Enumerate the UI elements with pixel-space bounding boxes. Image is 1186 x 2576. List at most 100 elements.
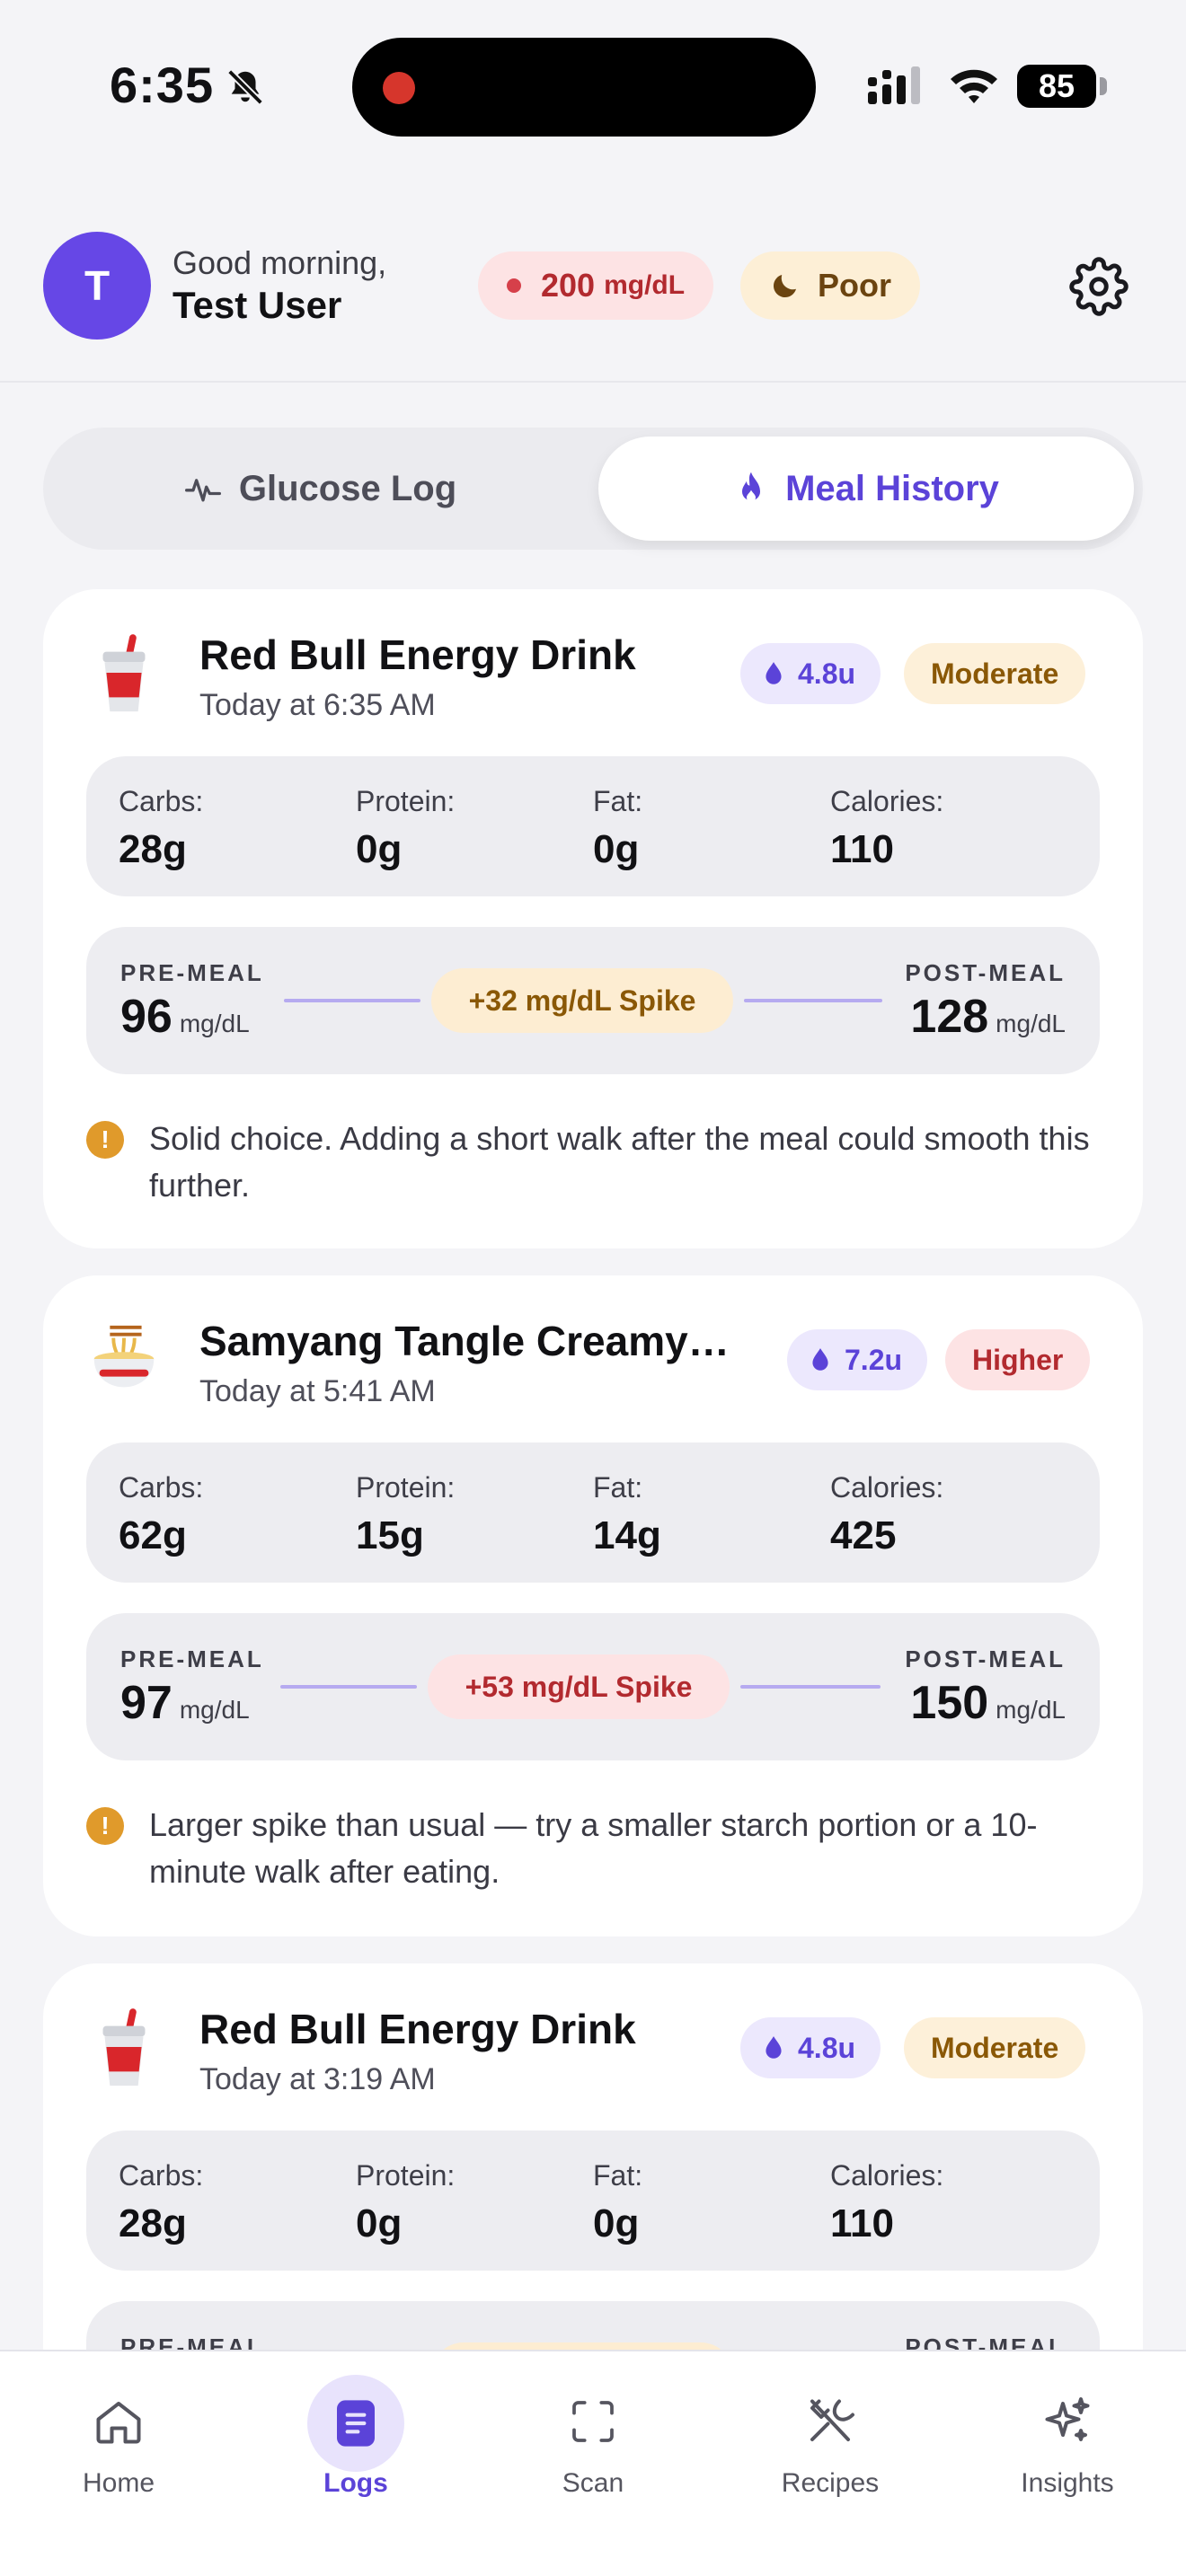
post-meal-reading: 128 mg/dL (910, 990, 1066, 1044)
macro-fat-label: Fat: (593, 785, 643, 817)
macro-calories: Calories: 110 (830, 2159, 943, 2246)
tab-recipes[interactable]: Recipes (712, 2351, 949, 2531)
pre-meal-reading: 97 mg/dL (120, 1676, 250, 1730)
glucose-value: 200 (541, 267, 596, 304)
moon-icon (773, 275, 796, 298)
spike-badge: +53 mg/dL Spike (428, 1654, 730, 1719)
tab-home[interactable]: Home (0, 2351, 237, 2531)
macro-summary: Carbs: 62g Protein: 15g Fat: 14g Calorie… (86, 1442, 1100, 1583)
user-name: Test User (173, 284, 342, 326)
avatar[interactable]: T (43, 232, 151, 340)
status-time: 6:35 (110, 57, 215, 113)
greeting-text: Good morning, (173, 244, 387, 281)
insulin-dose: 7.2u (845, 1343, 903, 1376)
bell-muted-icon (227, 69, 263, 105)
current-glucose-badge[interactable]: 200 mg/dL (478, 251, 714, 320)
spike-badge: +32 mg/dL Spike (431, 968, 733, 1033)
meal-tip-text: Larger spike than usual — try a smaller … (149, 1806, 1038, 1890)
logs-icon (337, 2400, 375, 2447)
post-meal-label: POST-MEAL (905, 1645, 1066, 1672)
spike-connector-line (740, 1685, 881, 1689)
sleep-quality-badge[interactable]: Poor (740, 251, 921, 320)
macro-protein-value: 0g (356, 827, 403, 871)
tab-scan[interactable]: Scan (474, 2351, 712, 2531)
macro-fat-label: Fat: (593, 2159, 643, 2192)
meal-time: Today at 3:19 AM (199, 2062, 436, 2096)
wifi-icon (951, 69, 997, 103)
macro-calories: Calories: 110 (830, 785, 943, 872)
macro-summary: Carbs: 28g Protein: 0g Fat: 0g Calories:… (86, 756, 1100, 896)
log-view-switcher: Glucose Log Meal History (43, 428, 1143, 550)
macro-protein: Protein: 0g (356, 785, 455, 872)
tab-insights-label: Insights (1021, 2468, 1114, 2498)
cellular-signal-icon (868, 66, 920, 104)
tab-logs-label: Logs (323, 2468, 388, 2498)
macro-carbs-label: Carbs: (119, 785, 204, 817)
macro-calories-label: Calories: (830, 1471, 944, 1504)
droplet-icon (766, 662, 782, 684)
pre-meal-reading: 96 mg/dL (120, 990, 250, 1044)
macro-carbs: Carbs: 28g (119, 2159, 203, 2246)
macro-protein: Protein: 0g (356, 2159, 455, 2246)
meal-name: Red Bull Energy Drink (199, 2006, 636, 2052)
macro-calories-value: 110 (830, 2201, 894, 2245)
tab-logs[interactable]: Logs (237, 2351, 474, 2531)
macro-fat-label: Fat: (593, 1471, 643, 1504)
droplet-icon (812, 1348, 828, 1371)
macro-calories-value: 110 (830, 827, 894, 871)
pulse-icon (184, 479, 221, 502)
flame-icon (742, 472, 761, 502)
macro-fat: Fat: 14g (593, 1471, 661, 1558)
glucose-spike-summary: PRE-MEAL 96 mg/dL +32 mg/dL Spike POST-ME… (86, 927, 1100, 1074)
macro-protein-label: Protein: (356, 1471, 456, 1504)
recording-indicator (383, 72, 415, 104)
tab-insights[interactable]: Insights (949, 2351, 1186, 2531)
tab-recipes-label: Recipes (781, 2468, 880, 2498)
insulin-dose-badge: 4.8u (740, 2017, 881, 2078)
pre-meal-unit: mg/dL (179, 1010, 250, 1037)
tab-scan-label: Scan (562, 2468, 624, 2498)
app-header: T Good morning, Test User 200 mg/dL Poor (0, 212, 1186, 383)
macro-carbs: Carbs: 62g (119, 1471, 203, 1558)
post-meal-label: POST-MEAL (905, 959, 1066, 986)
macro-fat-value: 14g (593, 1513, 661, 1557)
macro-fat-value: 0g (593, 2201, 640, 2245)
warning-icon: ! (86, 1807, 124, 1845)
pre-meal-unit: mg/dL (179, 1696, 250, 1724)
macro-protein-value: 15g (356, 1513, 424, 1557)
macro-fat-value: 0g (593, 827, 640, 871)
battery-indicator: 85 (1017, 65, 1107, 108)
tab-home-label: Home (82, 2468, 155, 2498)
settings-gear-icon[interactable] (1069, 257, 1128, 316)
macro-protein-label: Protein: (356, 785, 456, 817)
macro-calories-label: Calories: (830, 785, 944, 817)
glucose-spike-summary: PRE-MEAL 97 mg/dL +53 mg/dL Spike POST-ME… (86, 1613, 1100, 1760)
dynamic-island (352, 38, 816, 137)
macro-calories-label: Calories: (830, 2159, 944, 2192)
insulin-dose-badge: 4.8u (740, 643, 881, 704)
battery-level: 85 (1017, 65, 1096, 108)
status-bar: 6:35 85 (0, 0, 1186, 171)
tab-glucose-log[interactable]: Glucose Log (52, 437, 588, 541)
meal-card[interactable]: Red Bull Energy Drink Today at 6:35 AM 4… (43, 589, 1143, 1248)
macro-protein: Protein: 15g (356, 1471, 455, 1558)
sleep-quality-label: Poor (818, 267, 892, 304)
macro-carbs-value: 28g (119, 2201, 187, 2245)
recipes-icon (810, 2399, 854, 2441)
drink-cup-icon (102, 634, 146, 712)
post-meal-reading: 150 mg/dL (910, 1676, 1066, 1730)
pre-meal-label: PRE-MEAL (120, 959, 264, 986)
scan-icon-wrap (559, 2387, 627, 2456)
noodle-bowl-icon (93, 1325, 155, 1388)
post-meal-value: 128 (910, 991, 989, 1043)
meal-time: Today at 6:35 AM (199, 688, 436, 722)
meal-card[interactable]: Samyang Tangle Creamy… Today at 5:41 AM … (43, 1275, 1143, 1936)
tab-meal-history[interactable]: Meal History (598, 437, 1134, 541)
home-icon (96, 2402, 141, 2444)
battery-tip (1100, 77, 1107, 95)
bottom-tab-bar: Home Logs Scan Recipes (0, 2350, 1186, 2576)
macro-carbs: Carbs: 28g (119, 785, 203, 872)
macro-fat: Fat: 0g (593, 785, 642, 872)
droplet-icon (766, 2036, 782, 2059)
tab-glucose-log-label: Glucose Log (238, 468, 457, 508)
